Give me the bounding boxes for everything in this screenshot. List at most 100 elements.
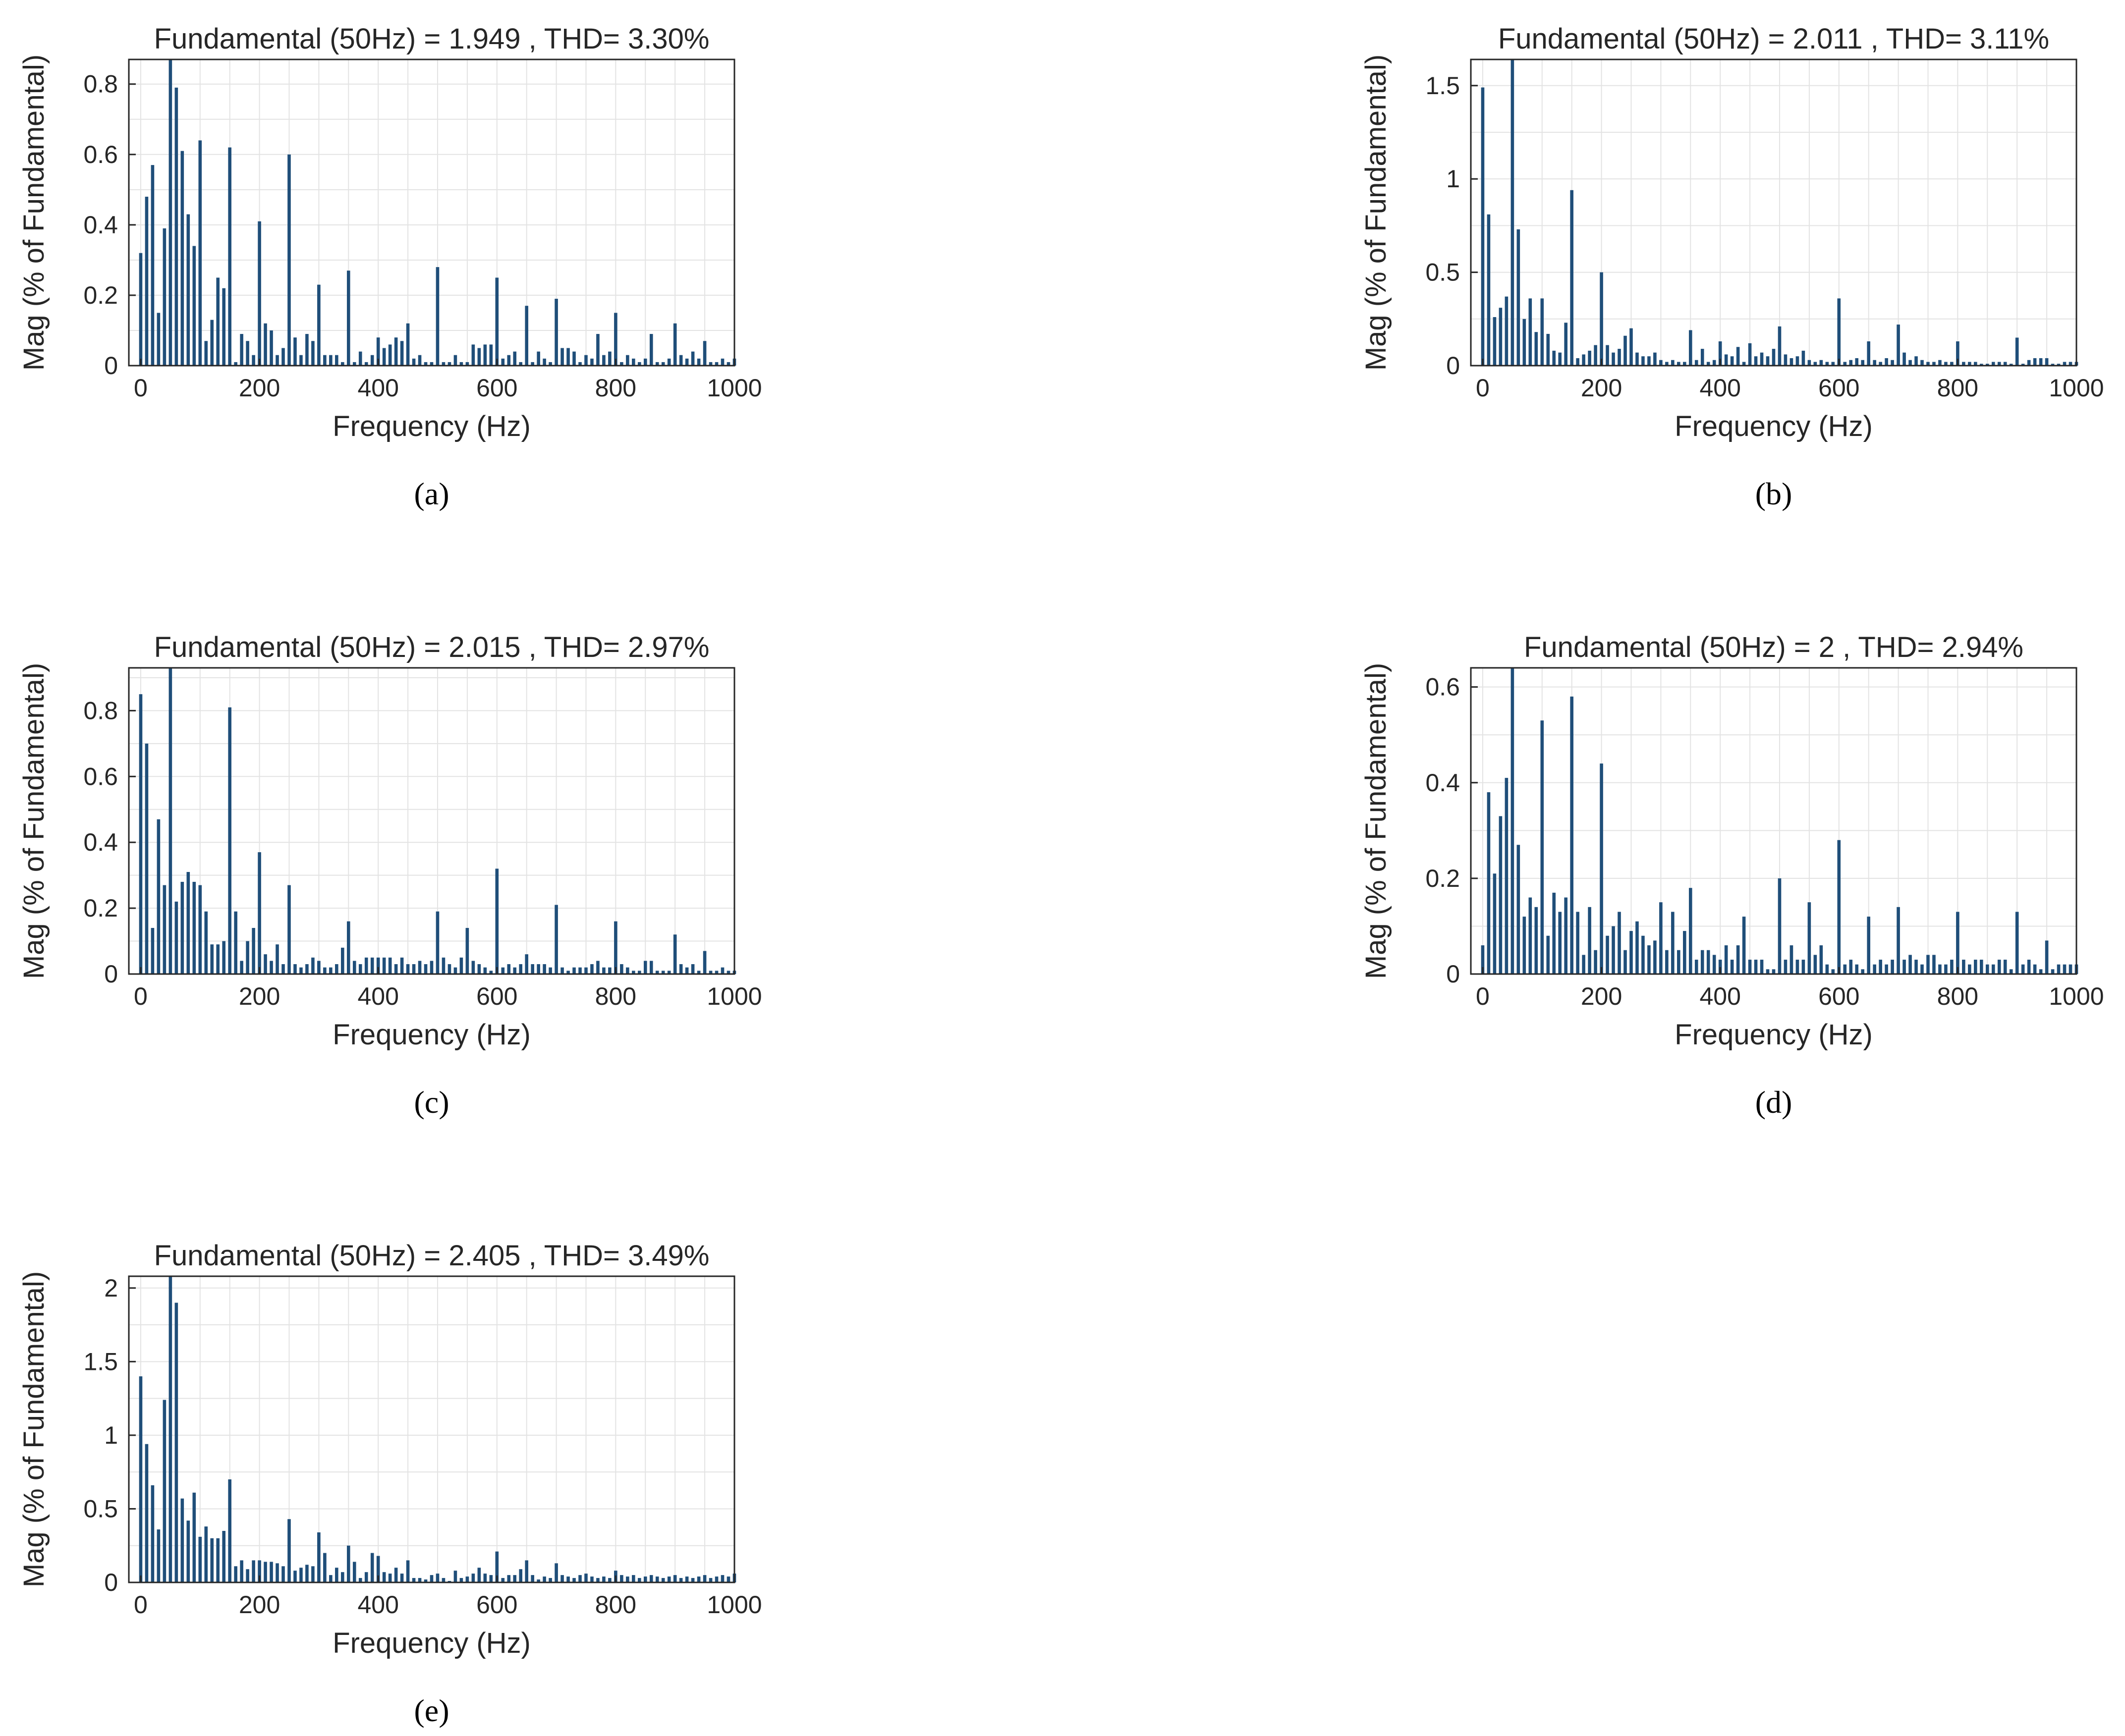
bar [638,1578,641,1582]
bar [1974,362,1977,366]
bar [697,358,701,366]
bar [1807,360,1811,366]
bar [418,1578,422,1582]
bar [1831,969,1835,974]
bar [430,362,434,366]
bar [186,214,190,366]
bar [549,362,552,366]
y-tick-label: 2 [104,1274,118,1302]
y-tick-label: 0.6 [83,141,118,168]
x-tick-label: 600 [1818,374,1859,402]
bar [1944,964,1948,974]
bar [620,362,623,366]
bar [204,341,208,366]
y-tick-label: 0.4 [83,828,118,856]
bar [1641,935,1645,974]
bar [1849,960,1853,974]
panel-caption: (e) [414,1693,449,1728]
bar [1588,350,1591,366]
y-tick-label: 0 [104,1569,118,1596]
bar [1944,362,1948,366]
x-tick-label: 400 [1699,982,1740,1010]
bar [2009,364,2013,366]
bar [2063,964,2067,974]
y-axis-label: Mag (% of Fundamental) [18,1271,50,1587]
bar [157,819,161,974]
bar [1700,950,1704,974]
y-tick-label: 0 [104,960,118,988]
bar [1706,362,1710,366]
bar [216,944,220,974]
bar [1920,360,1924,366]
bar [1618,349,1621,366]
bar [340,1572,344,1582]
bar [222,288,225,366]
bar [1528,897,1532,974]
bar [394,337,398,366]
bar [412,1578,416,1582]
bar [1825,964,1829,974]
bar [1991,964,1995,974]
bar [436,1573,440,1582]
bar [281,348,285,366]
bar [1493,317,1497,366]
bar [1564,897,1567,974]
bar [537,964,540,974]
bar [163,228,167,366]
bar [1932,955,1936,974]
bar [406,1560,410,1582]
bar [1659,360,1663,366]
bar [358,964,362,974]
x-tick-label: 400 [357,1591,398,1619]
bar [1682,362,1686,366]
bar [1819,945,1823,974]
bar [614,921,617,974]
bar [555,1563,558,1582]
bar [459,957,463,974]
bar [163,885,167,974]
bar [679,355,683,366]
bar [1665,362,1669,366]
bar [240,1560,243,1582]
x-tick-label: 800 [595,1591,636,1619]
bar [1647,356,1651,366]
bar [264,323,267,366]
bar [335,355,338,366]
bar [697,971,701,974]
bar [412,358,416,366]
bar [394,964,398,974]
bar [163,1400,167,1582]
bar [1623,950,1627,974]
bar [210,320,214,366]
plot-area [1471,668,2076,974]
bar [1831,362,1835,366]
bar [329,1575,333,1582]
bar [376,957,380,974]
bar [388,1573,392,1582]
bar [608,351,612,366]
bar [590,964,594,974]
bar [465,1576,469,1582]
bar [1766,969,1770,974]
bar [264,1562,267,1582]
bar [317,284,321,366]
bar [453,1571,457,1582]
bar [151,165,155,366]
x-tick-label: 200 [1581,982,1622,1010]
bar [1499,308,1503,366]
bar [715,1576,719,1582]
bar [1641,356,1645,366]
bar [721,967,725,974]
bar [715,362,719,366]
bar [489,344,493,366]
bar [501,358,505,366]
y-axis-label: Mag (% of Fundamental) [1360,663,1392,979]
bar [264,954,267,974]
bar [1754,356,1758,366]
bar [1950,960,1954,974]
bar [465,927,469,974]
bar [139,253,143,366]
bar [2003,960,2007,974]
bar [566,971,570,974]
bar [174,1302,178,1582]
